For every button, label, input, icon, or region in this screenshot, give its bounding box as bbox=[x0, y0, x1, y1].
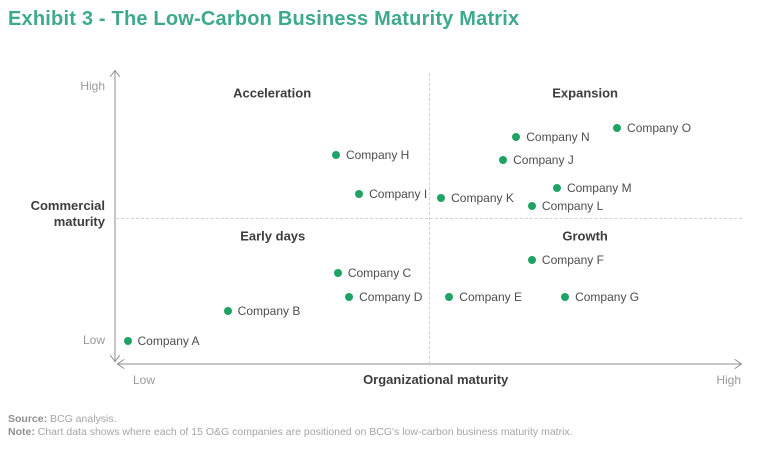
data-point-company-b: Company B bbox=[223, 304, 301, 319]
point-dot bbox=[345, 292, 354, 301]
x-axis-arrow-right bbox=[734, 359, 743, 369]
data-point-company-n: Company N bbox=[512, 130, 590, 145]
data-point-company-m: Company M bbox=[552, 180, 632, 195]
x-axis-high-label: High bbox=[716, 373, 741, 387]
point-label: Company K bbox=[451, 191, 514, 206]
y-axis-low-label: Low bbox=[82, 333, 105, 347]
point-label: Company B bbox=[237, 304, 301, 319]
data-point-company-c: Company C bbox=[333, 266, 412, 281]
x-axis-low-label: Low bbox=[133, 373, 156, 387]
data-point-company-h: Company H bbox=[331, 147, 410, 162]
data-point-company-k: Company K bbox=[437, 191, 514, 205]
vertical-divider-dashed-line bbox=[429, 73, 431, 364]
point-dot bbox=[613, 124, 622, 133]
point-label: Company L bbox=[541, 199, 604, 214]
point-dot bbox=[527, 202, 536, 211]
data-point-company-e: Company E bbox=[445, 290, 522, 304]
point-label: Company O bbox=[627, 121, 692, 136]
quadrant-label-early-days: Early days bbox=[240, 228, 306, 244]
point-dot bbox=[445, 292, 454, 301]
point-dot bbox=[331, 150, 340, 159]
point-dot bbox=[355, 190, 364, 199]
point-dot bbox=[223, 307, 232, 316]
point-dot bbox=[123, 336, 132, 345]
data-point-company-o: Company O bbox=[613, 121, 691, 135]
plot-area: Acceleration Expansion Early days Growth… bbox=[115, 72, 742, 364]
page-title: Exhibit 3 - The Low-Carbon Business Matu… bbox=[8, 8, 520, 30]
source-text: BCG analysis. bbox=[47, 413, 117, 425]
point-dot bbox=[437, 194, 446, 203]
point-label: Company I bbox=[369, 187, 428, 202]
note-label: Note: bbox=[8, 426, 35, 438]
quadrant-label-growth: Growth bbox=[562, 228, 608, 244]
y-axis-high-label: High bbox=[80, 79, 105, 93]
y-axis-title: Commercial maturity bbox=[30, 198, 105, 229]
point-label: Company E bbox=[459, 289, 522, 304]
data-point-company-j: Company J bbox=[499, 153, 574, 167]
point-label: Company N bbox=[526, 130, 590, 145]
point-label: Company J bbox=[513, 152, 574, 167]
y-axis-arrow-down bbox=[110, 355, 120, 363]
data-point-company-a: Company A bbox=[123, 333, 200, 348]
point-label: Company A bbox=[137, 333, 200, 348]
x-axis-arrow-left bbox=[116, 359, 125, 369]
data-point-company-g: Company G bbox=[561, 290, 639, 304]
point-label: Company H bbox=[345, 147, 410, 162]
data-point-company-f: Company F bbox=[527, 253, 604, 268]
quadrant-label-expansion: Expansion bbox=[552, 85, 618, 101]
horizontal-divider-dashed-line bbox=[116, 218, 742, 219]
source-line: Source: BCG analysis. bbox=[8, 413, 573, 426]
x-axis-labels-row: Low Organizational maturity High bbox=[115, 372, 741, 387]
point-dot bbox=[512, 133, 521, 142]
point-dot bbox=[561, 292, 570, 301]
note-text: Chart data shows where each of 15 O&G co… bbox=[34, 426, 573, 438]
point-label: Company F bbox=[541, 253, 604, 268]
x-axis-title: Organizational maturity bbox=[363, 372, 509, 387]
source-label: Source: bbox=[8, 413, 48, 425]
point-label: Company G bbox=[575, 289, 640, 304]
point-label: Company M bbox=[566, 180, 632, 195]
y-axis-arrow-up bbox=[110, 69, 120, 77]
point-dot bbox=[333, 269, 342, 278]
point-dot bbox=[552, 183, 561, 192]
footnote-block: Source: BCG analysis. Note: Chart data s… bbox=[8, 413, 573, 439]
point-dot bbox=[499, 155, 508, 164]
point-label: Company C bbox=[347, 266, 412, 281]
quadrant-label-acceleration: Acceleration bbox=[233, 85, 312, 101]
note-line: Note: Chart data shows where each of 15 … bbox=[8, 426, 573, 439]
data-point-company-d: Company D bbox=[345, 290, 422, 304]
data-point-company-l: Company L bbox=[527, 199, 604, 214]
point-label: Company D bbox=[359, 289, 423, 304]
data-point-company-i: Company I bbox=[355, 187, 427, 201]
point-dot bbox=[527, 256, 536, 265]
